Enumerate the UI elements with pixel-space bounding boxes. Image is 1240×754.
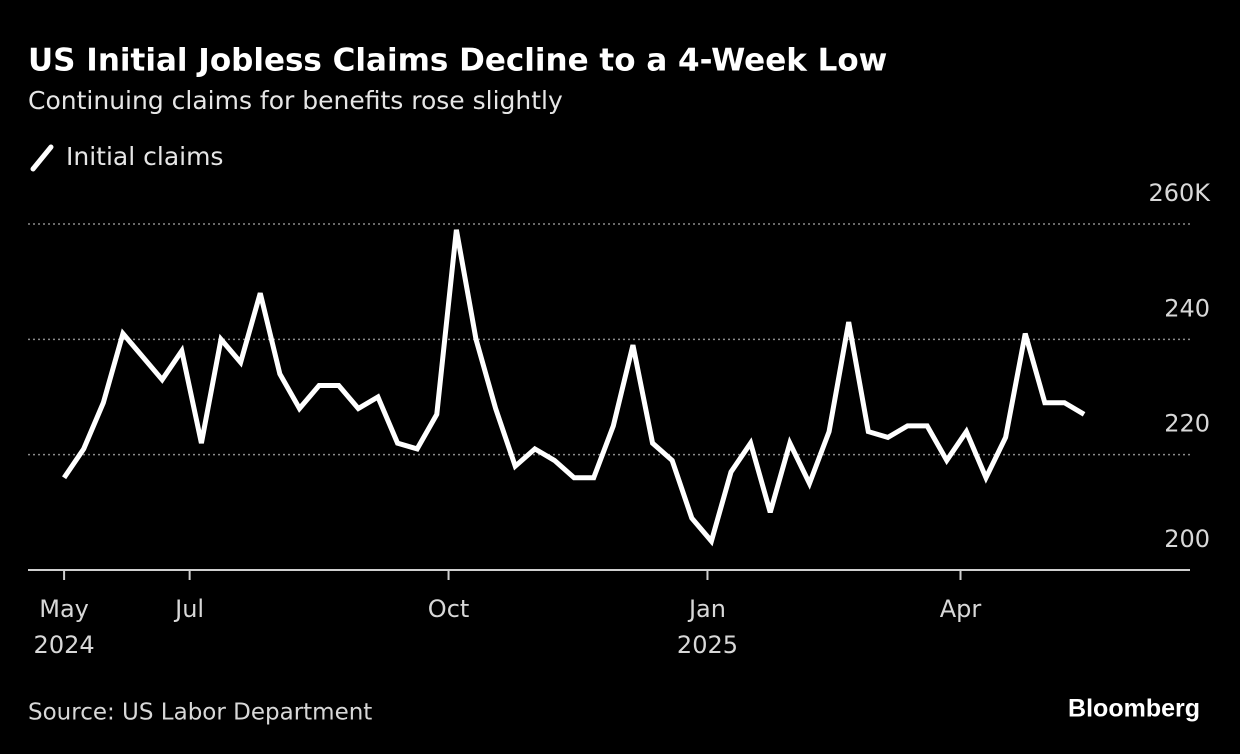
x-tick-label: Jan 2025: [677, 595, 738, 659]
chart-subtitle: Continuing claims for benefits rose slig…: [28, 86, 563, 115]
x-tick-label: Apr: [940, 595, 982, 623]
legend-label: Initial claims: [66, 142, 223, 171]
x-tick-label: Jul: [173, 595, 204, 623]
y-tick-label: 220: [1164, 410, 1210, 438]
line: [62, 229, 1086, 547]
x-tick-label: Oct: [428, 595, 470, 623]
chart-title: US Initial Jobless Claims Decline to a 4…: [28, 43, 887, 79]
x-tick-label: May 2024: [34, 595, 95, 659]
y-tick-label: 260K: [1148, 179, 1211, 207]
y-tick-label: 200: [1164, 525, 1210, 553]
source: Source: US Labor Department: [28, 700, 372, 726]
brand: Bloomberg: [1068, 695, 1200, 723]
legend-swatch: [30, 144, 54, 172]
y-tick-label: 240: [1164, 294, 1210, 322]
